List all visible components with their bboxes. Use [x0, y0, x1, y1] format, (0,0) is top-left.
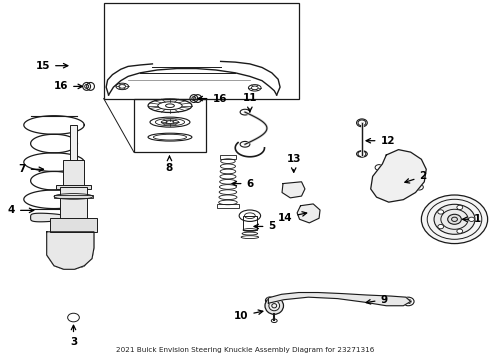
Text: 7: 7: [19, 164, 44, 174]
Text: 15: 15: [36, 61, 68, 71]
Circle shape: [468, 217, 474, 221]
Ellipse shape: [265, 297, 284, 314]
Circle shape: [457, 205, 463, 210]
Circle shape: [287, 186, 298, 194]
Ellipse shape: [266, 297, 276, 304]
Text: 4: 4: [8, 205, 34, 215]
Text: 10: 10: [234, 310, 263, 321]
Text: 8: 8: [166, 156, 173, 173]
Ellipse shape: [269, 301, 280, 311]
Text: 3: 3: [70, 325, 77, 347]
Bar: [220, 155, 236, 158]
Circle shape: [402, 297, 414, 306]
Text: 2: 2: [405, 171, 427, 183]
Text: 6: 6: [232, 179, 254, 189]
Bar: [104, 3, 298, 99]
Polygon shape: [297, 204, 320, 223]
Circle shape: [421, 195, 488, 244]
Polygon shape: [30, 213, 70, 222]
Circle shape: [457, 229, 463, 233]
Text: 5: 5: [254, 221, 276, 231]
Text: 16: 16: [53, 81, 82, 91]
Bar: [217, 204, 239, 208]
Bar: [243, 216, 257, 230]
Bar: [63, 160, 84, 187]
Polygon shape: [47, 232, 94, 269]
Bar: [54, 195, 93, 198]
Bar: [60, 187, 87, 219]
Circle shape: [434, 204, 475, 234]
Circle shape: [391, 167, 413, 183]
Circle shape: [414, 161, 422, 167]
Polygon shape: [269, 293, 411, 306]
Text: 12: 12: [366, 136, 395, 146]
Polygon shape: [371, 150, 426, 202]
Text: 1: 1: [463, 214, 481, 224]
Circle shape: [53, 248, 69, 259]
Bar: [50, 217, 97, 232]
Circle shape: [438, 225, 443, 229]
Circle shape: [448, 214, 461, 224]
Text: 9: 9: [366, 295, 388, 305]
Bar: [56, 185, 91, 189]
Bar: [70, 125, 77, 160]
Text: 14: 14: [278, 212, 307, 222]
Text: 13: 13: [287, 154, 301, 172]
Text: 11: 11: [243, 93, 257, 112]
Circle shape: [304, 209, 314, 216]
Bar: [134, 99, 206, 152]
Circle shape: [375, 165, 383, 170]
Circle shape: [74, 248, 90, 259]
Text: 16: 16: [198, 94, 227, 104]
Text: 2021 Buick Envision Steering Knuckle Assembly Diagram for 23271316: 2021 Buick Envision Steering Knuckle Ass…: [116, 347, 374, 353]
Polygon shape: [282, 182, 305, 198]
Circle shape: [416, 184, 423, 190]
Circle shape: [438, 210, 443, 214]
